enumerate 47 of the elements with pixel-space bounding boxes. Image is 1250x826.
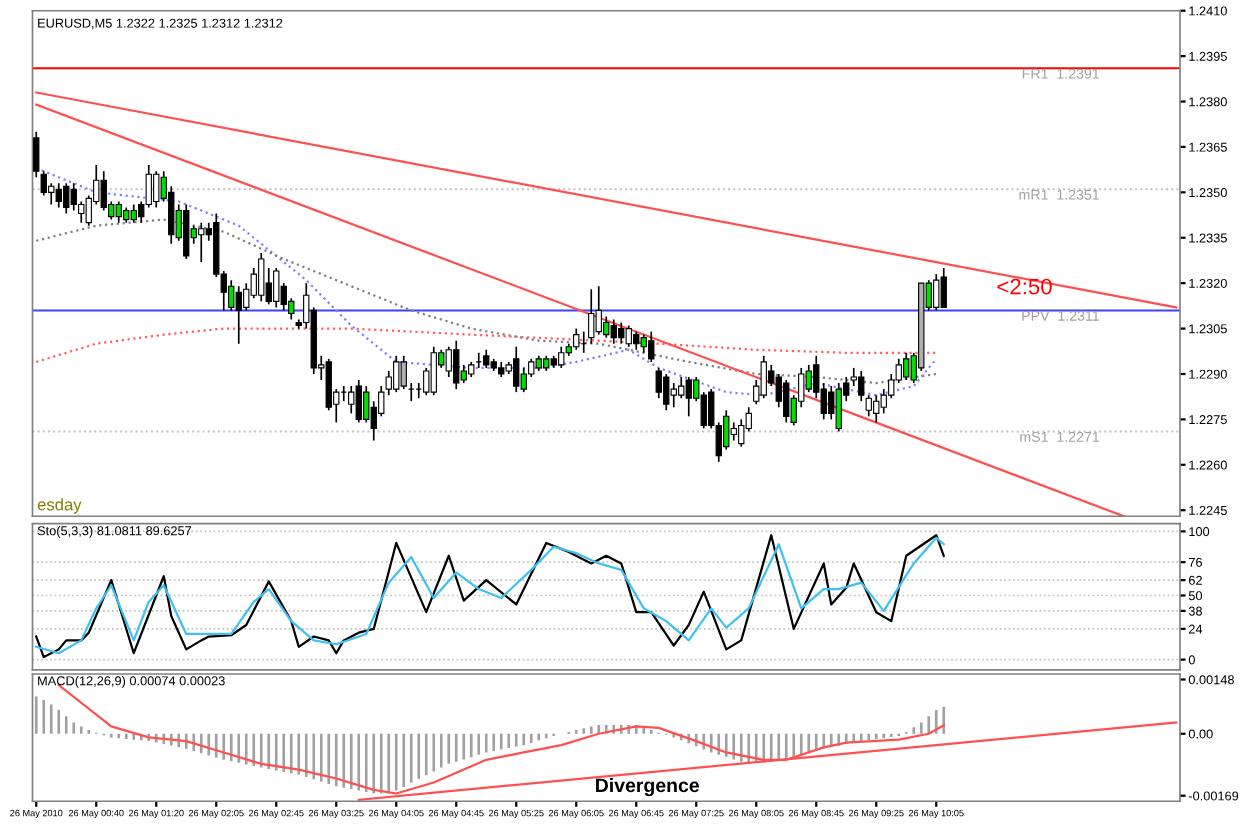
candlestick bbox=[873, 394, 880, 424]
candlestick bbox=[430, 345, 437, 397]
candlestick bbox=[648, 330, 655, 363]
candlestick bbox=[588, 288, 595, 345]
candlestick bbox=[100, 170, 107, 212]
candlestick bbox=[558, 345, 565, 369]
candlestick bbox=[573, 327, 580, 351]
candlestick bbox=[618, 321, 625, 345]
candlestick bbox=[610, 318, 617, 345]
candlestick bbox=[130, 203, 137, 224]
candlestick bbox=[595, 285, 602, 336]
candlestick bbox=[235, 285, 242, 345]
candlestick bbox=[513, 345, 520, 393]
candlestick bbox=[940, 267, 947, 309]
candlestick bbox=[153, 170, 160, 209]
candlestick bbox=[730, 421, 737, 442]
annotation: Divergence bbox=[596, 777, 699, 797]
annotation: <2:50 bbox=[997, 278, 1052, 295]
candlestick bbox=[483, 348, 490, 369]
candlestick bbox=[393, 354, 400, 393]
candlestick bbox=[55, 182, 62, 209]
annotation: esday bbox=[37, 498, 82, 514]
candlestick bbox=[625, 324, 632, 348]
candlestick bbox=[783, 379, 790, 424]
candlestick bbox=[355, 379, 362, 424]
candlestick bbox=[445, 345, 452, 378]
candlestick bbox=[63, 182, 70, 215]
candlestick bbox=[903, 351, 910, 381]
candlestick bbox=[828, 385, 835, 421]
candlestick bbox=[663, 373, 670, 412]
line-series bbox=[35, 327, 938, 363]
candlestick bbox=[685, 376, 692, 418]
candlestick bbox=[183, 203, 190, 260]
candlestick bbox=[115, 200, 122, 224]
candlestick bbox=[640, 333, 647, 354]
candlestick bbox=[48, 182, 55, 206]
candlestick bbox=[933, 273, 940, 312]
candlestick bbox=[678, 376, 685, 400]
candlestick bbox=[348, 385, 355, 415]
candlestick bbox=[633, 330, 640, 351]
candlestick bbox=[273, 267, 280, 309]
candlestick bbox=[670, 382, 677, 409]
candlestick bbox=[453, 339, 460, 390]
candlestick bbox=[258, 252, 265, 303]
candlestick bbox=[198, 221, 205, 263]
candlestick bbox=[835, 382, 842, 433]
candlestick bbox=[760, 354, 767, 400]
